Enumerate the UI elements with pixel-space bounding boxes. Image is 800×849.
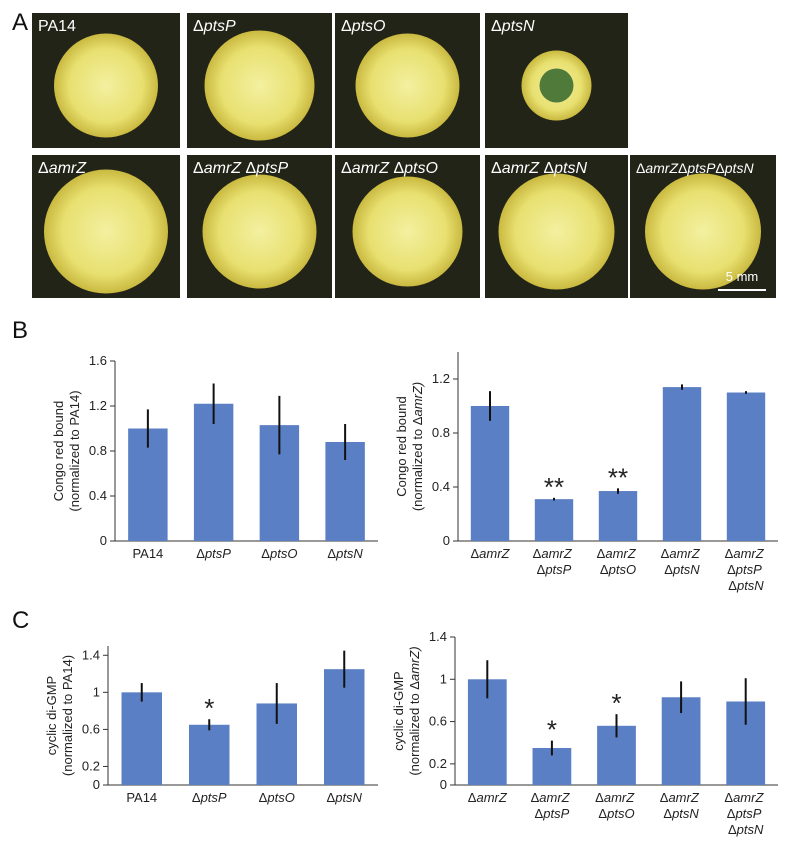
y-axis-label: (normalized to PA14) (60, 655, 75, 776)
colony (202, 174, 317, 289)
colony (498, 173, 615, 290)
colony (645, 173, 761, 290)
panel-label: A (12, 9, 28, 36)
y-axis-label: cyclic di-GMP (391, 671, 406, 750)
bar (121, 692, 162, 785)
y-tick-label: 0.2 (429, 756, 447, 771)
x-tick-label: ΔptsO (259, 790, 295, 805)
x-tick-label: ΔamrZ ΔptsN (661, 546, 704, 577)
scale-bar-label: 5 mm (726, 269, 759, 284)
bar (726, 392, 766, 541)
y-tick-label: 0.8 (432, 425, 450, 440)
bar (324, 669, 365, 785)
x-tick-label: ΔptsN (327, 790, 363, 805)
x-tick-label: ΔamrZ ΔptsN (660, 790, 703, 821)
y-tick-label: 0.6 (429, 714, 447, 729)
y-tick-label: 0.6 (82, 721, 100, 736)
significance: * (547, 715, 557, 745)
bar (189, 724, 230, 785)
y-axis-label: cyclic di-GMP (44, 676, 59, 755)
significance: ** (608, 462, 628, 492)
y-axis-label: Congo red bound (394, 396, 409, 496)
photo-label: ΔptsN (491, 18, 535, 35)
photo-label: PA14 (38, 18, 76, 35)
colony-center (539, 68, 574, 103)
y-tick-label: 1 (440, 671, 447, 686)
colony (355, 33, 460, 138)
y-tick-label: 0 (440, 777, 447, 792)
y-tick-label: 0 (443, 533, 450, 548)
y-tick-label: 0 (100, 533, 107, 548)
bar (662, 387, 702, 541)
photo-label: ΔamrZ ΔptsP (193, 160, 289, 177)
x-tick-label: ΔamrZ ΔptsP ΔptsN (724, 790, 767, 837)
y-tick-label: 1.4 (429, 629, 447, 644)
y-axis-label: (normalized to PA14) (67, 390, 82, 511)
y-axis-label: Congo red bound (51, 401, 66, 501)
panel-label: C (12, 607, 29, 634)
y-tick-label: 1.4 (82, 647, 100, 662)
panel-label: B (12, 317, 28, 344)
bar (470, 406, 510, 541)
x-tick-label: ΔptsP (192, 790, 227, 805)
x-tick-label: ΔptsO (261, 546, 297, 561)
y-tick-label: 1 (93, 684, 100, 699)
y-tick-label: 0 (93, 777, 100, 792)
y-tick-label: 0.2 (82, 758, 100, 773)
y-tick-label: 1.2 (432, 371, 450, 386)
colony (54, 33, 158, 138)
y-tick-label: 0.8 (89, 443, 107, 458)
colony (352, 176, 463, 287)
significance: ** (544, 472, 564, 502)
x-tick-label: PA14 (132, 546, 163, 561)
y-tick-label: 0.4 (432, 479, 450, 494)
x-tick-label: ΔamrZ (470, 546, 510, 561)
y-axis-label: (normalized to ΔamrZ) (410, 382, 425, 511)
x-tick-label: ΔamrZ ΔptsO (595, 790, 638, 821)
y-tick-label: 0.4 (89, 488, 107, 503)
y-axis-label: (normalized to ΔamrZ) (407, 646, 422, 775)
colony (204, 30, 315, 141)
x-tick-label: ΔamrZ ΔptsP (531, 790, 574, 821)
photo-label: ΔamrZ ΔptsO (341, 160, 438, 177)
significance: * (204, 693, 214, 723)
photo-label: ΔptsP (193, 18, 236, 35)
y-tick-label: 1.6 (89, 353, 107, 368)
x-tick-label: ΔamrZ (468, 790, 508, 805)
photo-label: ΔptsO (341, 18, 385, 35)
significance: * (611, 688, 621, 718)
x-tick-label: ΔamrZ ΔptsP (533, 546, 576, 577)
photo-label: ΔamrZΔptsPΔptsN (636, 160, 754, 176)
x-tick-label: ΔptsP (196, 546, 231, 561)
colony (44, 169, 168, 294)
x-tick-label: ΔamrZ ΔptsO (597, 546, 640, 577)
x-tick-label: PA14 (126, 790, 157, 805)
photo-label: ΔamrZ (38, 160, 87, 177)
y-tick-label: 1.2 (89, 398, 107, 413)
photo-label: ΔamrZ ΔptsN (491, 160, 588, 177)
x-tick-label: ΔamrZ ΔptsP ΔptsN (725, 546, 768, 593)
bar (534, 499, 574, 541)
bar (598, 491, 638, 541)
x-tick-label: ΔptsN (327, 546, 363, 561)
bar (193, 403, 234, 541)
